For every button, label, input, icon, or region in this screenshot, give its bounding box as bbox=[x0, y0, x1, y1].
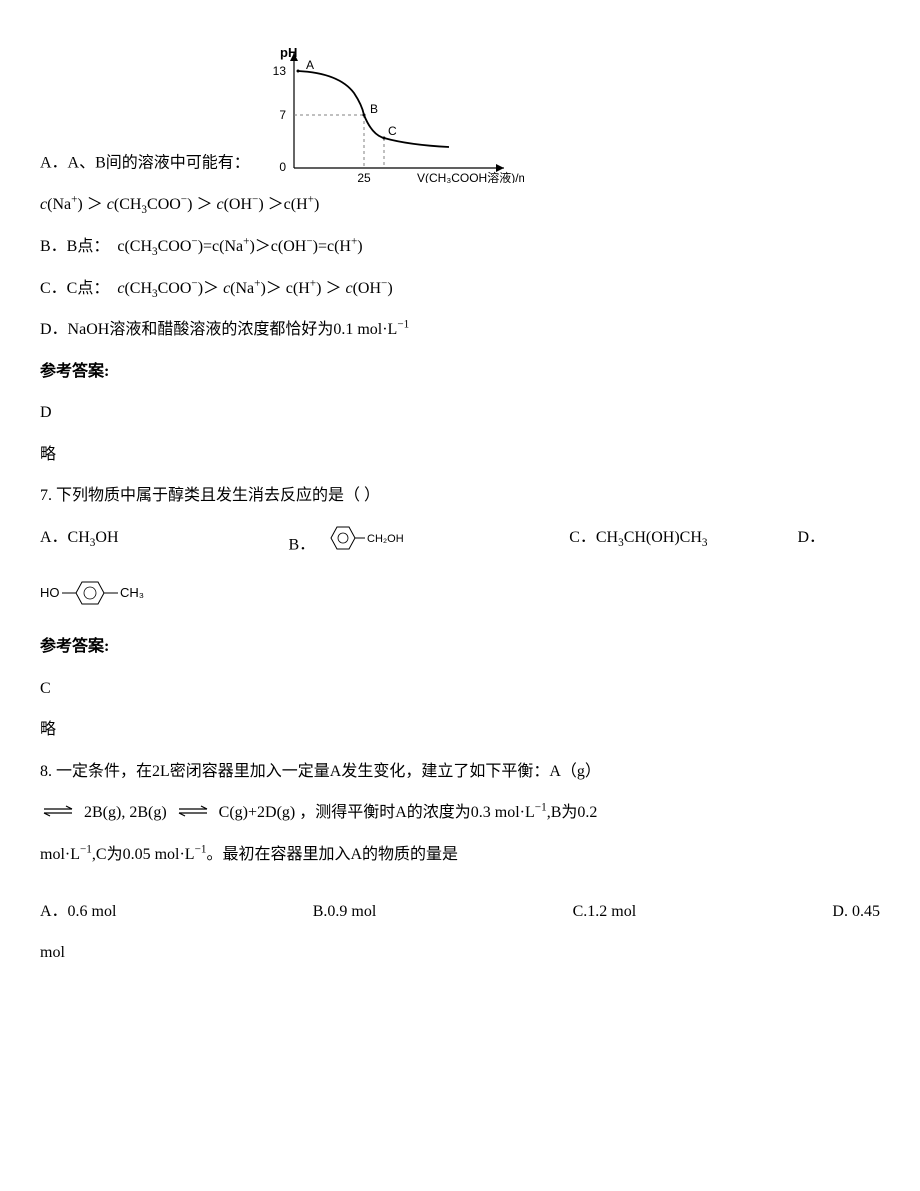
svg-text:CH₂OH: CH₂OH bbox=[367, 533, 404, 545]
q6-option-a-rel: c(Na+) ＞ c(CH3COO−) ＞ c(OH−) ＞c(H+) bbox=[40, 186, 880, 224]
benzyl-alcohol-structure: CH₂OH bbox=[319, 519, 409, 572]
q6-answer: D bbox=[40, 394, 880, 432]
q8-option-b: B.0.9 mol bbox=[313, 893, 377, 931]
q8-option-c: C.1.2 mol bbox=[573, 893, 637, 931]
equilibrium-arrow-icon bbox=[40, 795, 76, 833]
q8-option-a: A．0.6 mol bbox=[40, 893, 116, 931]
equilibrium-arrow-icon bbox=[175, 795, 211, 833]
svg-text:B: B bbox=[370, 102, 378, 116]
q8-option-d-cont: mol bbox=[40, 934, 880, 972]
q7-option-d-structure-row: HO CH₃ bbox=[40, 576, 880, 625]
q7-answer-label: 参考答案: bbox=[40, 628, 880, 666]
q6-option-c: C．C点： c(CH3COO−)＞ c(Na+)＞ c(H+) ＞ c(OH−) bbox=[40, 270, 880, 308]
q6-option-a-prefix: A．A、B间的溶液中可能有： bbox=[40, 155, 250, 172]
svg-text:pH: pH bbox=[280, 45, 297, 60]
q7-omit: 略 bbox=[40, 711, 880, 749]
svg-text:CH₃: CH₃ bbox=[120, 585, 144, 600]
svg-text:V(CH₃COOH溶液)/mL: V(CH₃COOH溶液)/mL bbox=[417, 170, 524, 183]
q8-options: A．0.6 mol B.0.9 mol C.1.2 mol D. 0.45 bbox=[40, 893, 880, 931]
svg-text:A: A bbox=[306, 58, 314, 72]
q7-option-c: C．CH3CH(OH)CH3 bbox=[569, 519, 707, 557]
titration-chart: 0 7 13 pH 25 V(CH₃COOH溶液)/mL A B C bbox=[254, 43, 524, 183]
svg-text:13: 13 bbox=[272, 64, 286, 78]
q6-option-b: B．B点： c(CH3COO−)=c(Na+)＞c(OH−)=c(H+) bbox=[40, 228, 880, 266]
q7-option-b: B． CH₂OH bbox=[289, 519, 410, 572]
svg-text:HO: HO bbox=[40, 585, 60, 600]
svg-text:25: 25 bbox=[357, 171, 371, 183]
q8-stem-line3: mol·L−1,C为0.05 mol·L−1。最初在容器里加入A的物质的量是 bbox=[40, 836, 880, 874]
q7-option-d: D． bbox=[798, 519, 826, 557]
q6-option-d: D．NaOH溶液和醋酸溶液的浓度都恰好为0.1 mol·L−1 bbox=[40, 311, 880, 349]
q7-option-a: A．CH3OH bbox=[40, 519, 119, 557]
q7-options-row1: A．CH3OH B． CH₂OH C．CH3CH(OH)CH3 D． bbox=[40, 519, 880, 572]
q7-stem: 7. 下列物质中属于醇类且发生消去反应的是（ ） bbox=[40, 477, 880, 515]
q8-stem-line2: 2B(g), 2B(g) C(g)+2D(g) ，测得平衡时A的浓度为0.3 m… bbox=[40, 794, 880, 833]
q6-option-a-line1: A．A、B间的溶液中可能有： 0 7 13 pH 25 V(CH₃COOH溶液)… bbox=[40, 43, 880, 183]
q8-stem-2a: 2B(g), 2B(g) bbox=[80, 804, 171, 821]
svg-text:0: 0 bbox=[279, 160, 286, 174]
q7-answer: C bbox=[40, 670, 880, 708]
q6-answer-label: 参考答案: bbox=[40, 353, 880, 391]
q8-stem-2b: C(g)+2D(g) ，测得平衡时A的浓度为0.3 mol·L−1,B为0.2 bbox=[215, 804, 598, 821]
q6-omit: 略 bbox=[40, 436, 880, 474]
svg-text:C: C bbox=[388, 124, 397, 138]
q8-option-d: D. 0.45 bbox=[832, 893, 880, 931]
q8-stem-line1: 8. 一定条件，在2L密闭容器里加入一定量A发生变化，建立了如下平衡：A（g） bbox=[40, 753, 880, 791]
svg-text:7: 7 bbox=[279, 108, 286, 122]
para-cresol-structure: HO CH₃ bbox=[40, 576, 190, 625]
